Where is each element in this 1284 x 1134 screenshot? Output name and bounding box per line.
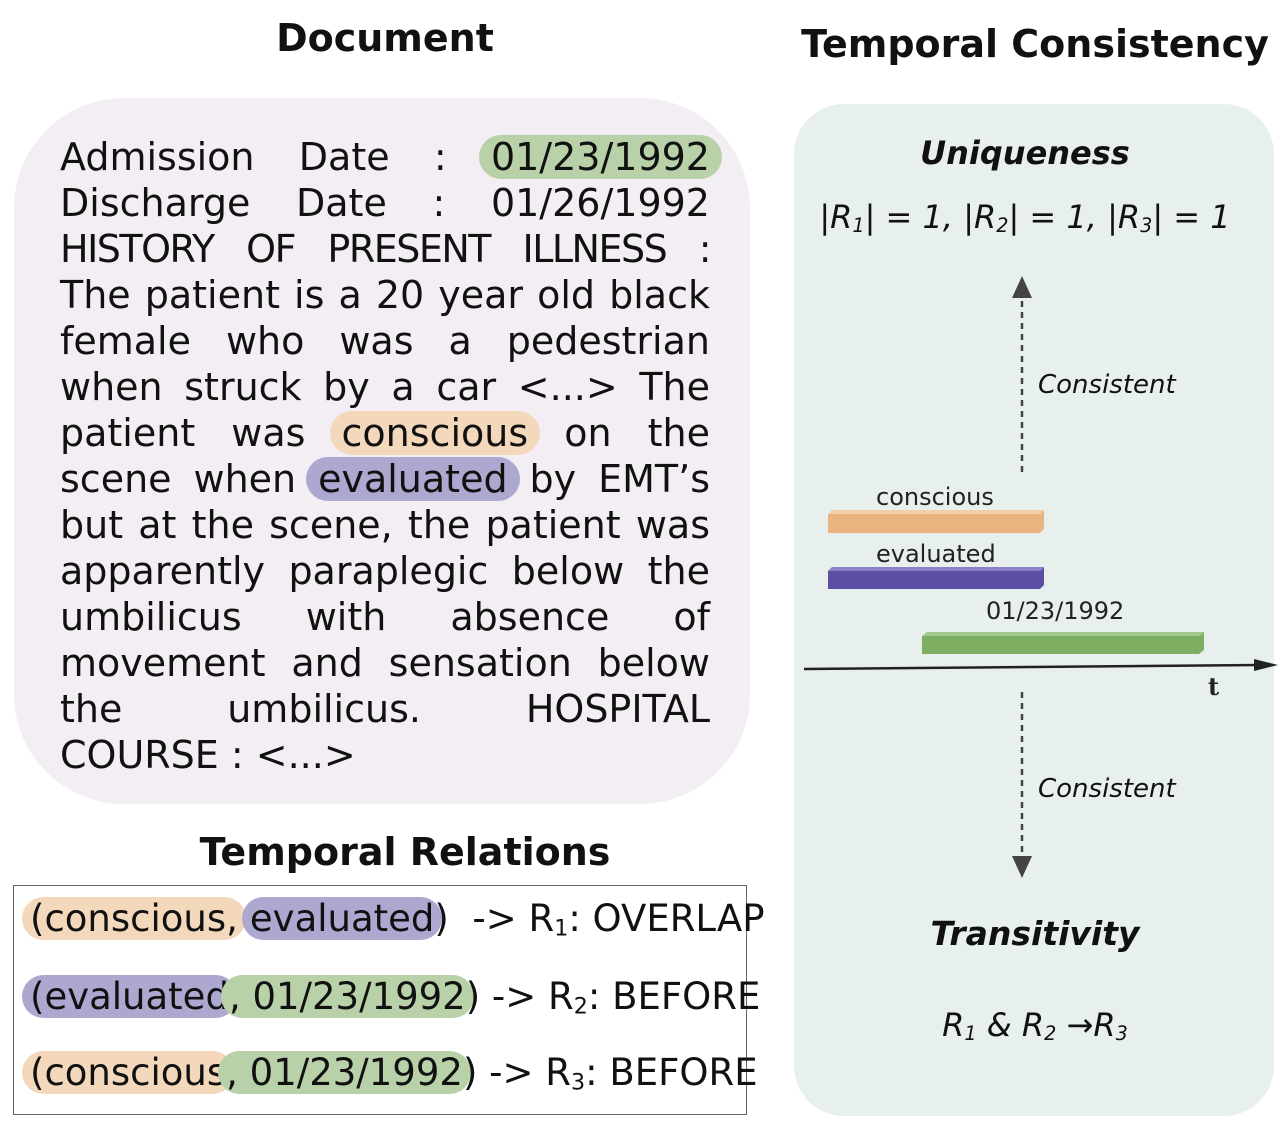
arrow-up-head xyxy=(1012,276,1032,298)
uniqueness-formula: |R1| = 1, |R2| = 1, |R3| = 1 xyxy=(819,198,1231,237)
doc-line-6: when struck by a car <...> The xyxy=(60,365,710,409)
temporal-consistency-title: Temporal Consistency xyxy=(801,22,1269,66)
relation-row-1: (conscious, evaluated) -> R1: OVERLAP xyxy=(22,894,765,944)
doc-line-14: COURSE : <...> xyxy=(60,733,356,777)
highlight-evaluated: evaluated xyxy=(306,457,520,501)
bar-date xyxy=(922,632,1204,654)
doc-line-12: movement and sensation below xyxy=(60,641,710,685)
highlight-admission-date: 01/23/1992 xyxy=(478,135,722,179)
arrow-down-head xyxy=(1012,856,1032,878)
document-title: Document xyxy=(276,16,494,60)
doc-line-10: apparently paraplegic below the xyxy=(60,549,710,593)
time-axis xyxy=(803,663,1261,671)
doc-line-3: HISTORY OF PRESENT ILLNESS : xyxy=(60,227,712,271)
consistent-label-bottom: Consistent xyxy=(1038,774,1176,804)
doc-line-7: patient was conscious on the xyxy=(60,411,710,455)
temporal-relations-title: Temporal Relations xyxy=(199,830,611,874)
bar-label-conscious: conscious xyxy=(876,483,994,511)
temporal-consistency-panel xyxy=(794,104,1274,1116)
doc-line-2: Discharge Date : 01/26/1992 xyxy=(60,181,710,225)
consistent-label-top: Consistent xyxy=(1038,370,1176,400)
uniqueness-title: Uniqueness xyxy=(920,134,1130,172)
timeline-diagram: conscious evaluated 01/23/1992 t xyxy=(803,276,1278,878)
transitivity-formula: R1 & R2 →R3 xyxy=(942,1006,1128,1045)
doc-line-4: The patient is a 20 year old black xyxy=(60,273,710,317)
doc-line-8: scene when evaluated by EMT’s xyxy=(60,457,710,501)
bar-label-evaluated: evaluated xyxy=(876,540,996,568)
bar-conscious xyxy=(828,510,1044,533)
relation-row-2: (evaluated, 01/23/1992) -> R2: BEFORE xyxy=(22,972,760,1022)
doc-line-13: the umbilicus. HOSPITAL xyxy=(60,687,710,731)
doc-line-5: female who was a pedestrian xyxy=(60,319,710,363)
doc-line-1: Admission Date : 01/23/1992 xyxy=(60,134,722,180)
bar-evaluated xyxy=(828,567,1044,589)
doc-line-9: but at the scene, the patient was xyxy=(60,503,710,547)
time-axis-head xyxy=(1254,659,1278,671)
highlight-conscious: conscious xyxy=(329,411,541,455)
transitivity-title: Transitivity xyxy=(930,914,1140,953)
relation-row-3: (conscious, 01/23/1992) -> R3: BEFORE xyxy=(22,1048,758,1098)
temporal-relations-box: (conscious, evaluated) -> R1: OVERLAP (ev… xyxy=(13,885,765,1115)
time-axis-label: t xyxy=(1208,672,1219,701)
bar-label-date: 01/23/1992 xyxy=(986,597,1124,625)
doc-line-11: umbilicus with absence of xyxy=(60,595,710,639)
